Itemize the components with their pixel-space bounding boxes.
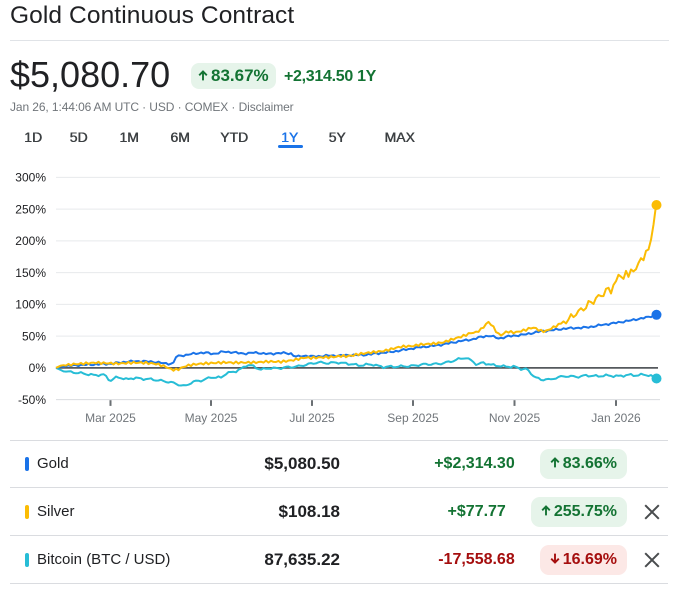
svg-text:-50%: -50% [18,393,46,407]
svg-text:100%: 100% [15,298,46,312]
svg-text:50%: 50% [22,329,46,343]
svg-text:200%: 200% [15,234,46,248]
svg-text:Sep 2025: Sep 2025 [387,411,439,425]
svg-text:150%: 150% [15,266,46,280]
svg-text:300%: 300% [15,171,46,185]
svg-text:Jan 2026: Jan 2026 [591,411,641,425]
svg-text:Jul 2025: Jul 2025 [289,411,335,425]
svg-text:250%: 250% [15,202,46,216]
svg-text:0%: 0% [29,361,47,375]
svg-text:Nov 2025: Nov 2025 [489,411,541,425]
svg-text:Mar 2025: Mar 2025 [85,411,136,425]
svg-text:May 2025: May 2025 [185,411,238,425]
